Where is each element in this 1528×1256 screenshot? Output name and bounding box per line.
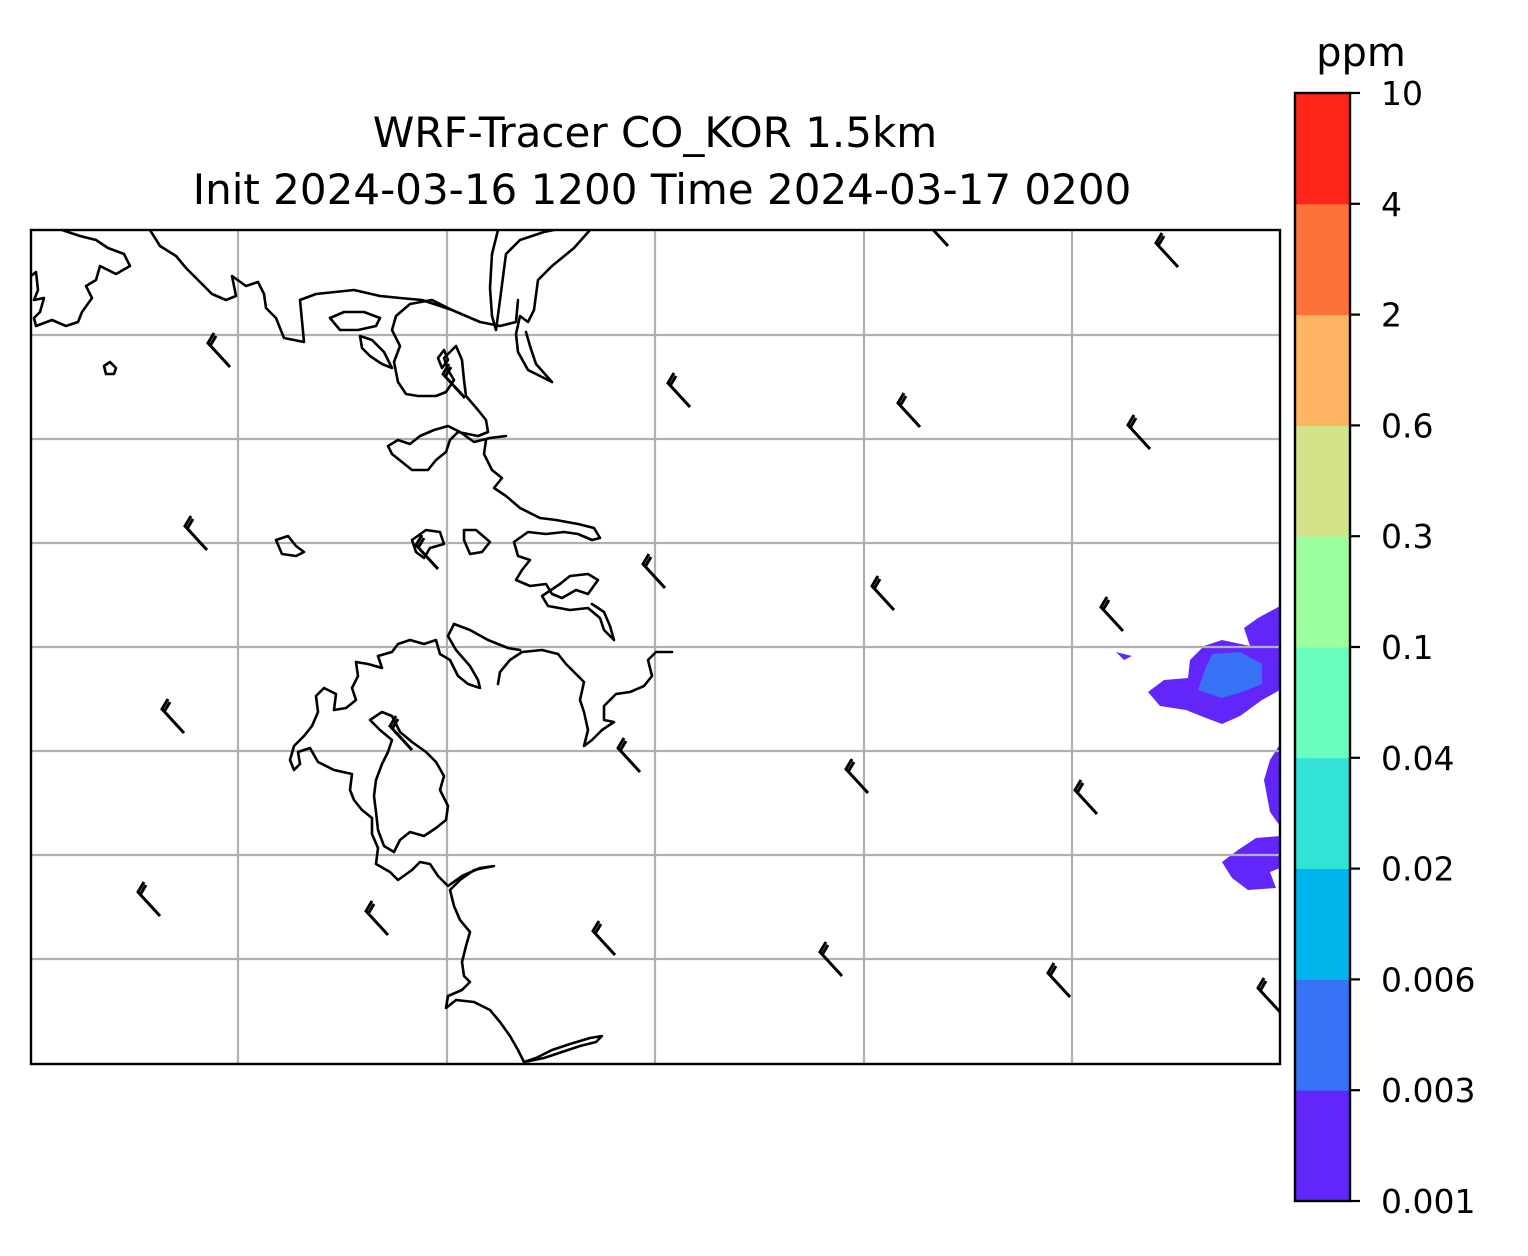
colorbar: ppm 0.001 0.003 0.006 0.02 0.04 0.1 0.3 0.6 2 4 10 — [1293, 30, 1475, 1221]
coastline-inner-islands — [368, 710, 450, 854]
chart-title-line1: WRF-Tracer CO_KOR 1.5km — [373, 108, 937, 157]
wind-barb — [616, 737, 642, 774]
coastline-estuary — [488, 230, 556, 332]
wind-barb — [1126, 414, 1152, 451]
colorbar-segment — [1295, 536, 1350, 648]
contour-lowest-level-d — [1222, 836, 1280, 890]
colorbar-segment — [1295, 425, 1350, 537]
island-7 — [436, 348, 450, 370]
coastlines — [31, 230, 674, 1064]
coastline-estuary-2 — [514, 230, 592, 384]
wind-barb — [136, 881, 162, 918]
colorbar-segment — [1295, 979, 1350, 1091]
wind-barb — [896, 392, 922, 429]
colorbar-segment — [1295, 647, 1350, 759]
coastline-central — [452, 622, 522, 652]
colorbar-tick-label: 0.02 — [1381, 850, 1454, 889]
map-panel — [31, 230, 1280, 1064]
coastline-bay — [496, 648, 674, 748]
island-2 — [358, 334, 394, 370]
wind-barb — [870, 575, 896, 612]
concentration-contours — [1116, 606, 1280, 890]
wind-barb — [1256, 977, 1280, 1014]
coastline-northwest — [31, 230, 132, 328]
wind-barb — [1046, 962, 1072, 999]
wind-barbs — [136, 230, 1280, 1014]
colorbar-tick-label: 0.1 — [1381, 628, 1433, 667]
colorbar-segment — [1295, 314, 1350, 426]
coastline-central-2 — [288, 622, 526, 1064]
wind-barb — [160, 698, 186, 735]
colorbar-tick-label: 0.04 — [1381, 739, 1454, 778]
colorbar-segment — [1295, 868, 1350, 980]
colorbar-segment — [1295, 203, 1350, 316]
wind-barb — [414, 534, 440, 571]
wind-barb — [844, 758, 870, 795]
wind-barb — [206, 332, 232, 369]
island-6 — [462, 528, 492, 556]
wind-barb — [1099, 596, 1125, 633]
colorbar-segment — [1295, 1090, 1350, 1202]
wind-barb — [1073, 779, 1099, 816]
wind-barb — [388, 715, 414, 752]
colorbar-tick-label: 0.3 — [1381, 517, 1433, 556]
colorbar-segment — [1295, 93, 1350, 205]
coastline-south — [522, 1034, 604, 1064]
wind-barb — [591, 920, 617, 957]
contour-lowest-level-b — [1116, 652, 1132, 660]
gridlines — [31, 230, 1280, 1064]
contour-second-level — [1198, 652, 1262, 698]
contour-lowest-level-c — [1264, 744, 1280, 826]
colorbar-tick-label: 0.006 — [1381, 960, 1475, 999]
wind-barb — [641, 553, 667, 590]
colorbar-tick-label: 0.001 — [1381, 1182, 1475, 1221]
wind-barb — [364, 900, 390, 937]
colorbar-tick-label: 0.6 — [1381, 406, 1433, 445]
colorbar-tick-label: 0.003 — [1381, 1071, 1475, 1110]
colorbar-unit-label: ppm — [1316, 30, 1406, 76]
coastline-west-coast — [482, 438, 616, 642]
wind-barb — [931, 230, 950, 248]
coastline-peninsula — [386, 298, 508, 472]
colorbar-tick-label: 10 — [1381, 74, 1423, 113]
wind-barb — [441, 363, 467, 400]
colorbar-tick-label: 2 — [1381, 296, 1402, 335]
wind-barb — [818, 941, 844, 978]
island-3 — [102, 360, 118, 376]
chart-title-line2: Init 2024-03-16 1200 Time 2024-03-17 020… — [193, 165, 1132, 214]
wind-barb — [666, 372, 692, 409]
map-frame — [29, 228, 1282, 1066]
island-5 — [410, 528, 446, 560]
colorbar-tick-label: 4 — [1381, 185, 1402, 224]
coastline-northwest-2 — [148, 230, 520, 344]
wind-barb — [1154, 232, 1180, 269]
island-4 — [274, 534, 306, 558]
island-1 — [328, 310, 382, 332]
colorbar-segment — [1295, 757, 1350, 870]
wind-barb — [183, 515, 209, 552]
